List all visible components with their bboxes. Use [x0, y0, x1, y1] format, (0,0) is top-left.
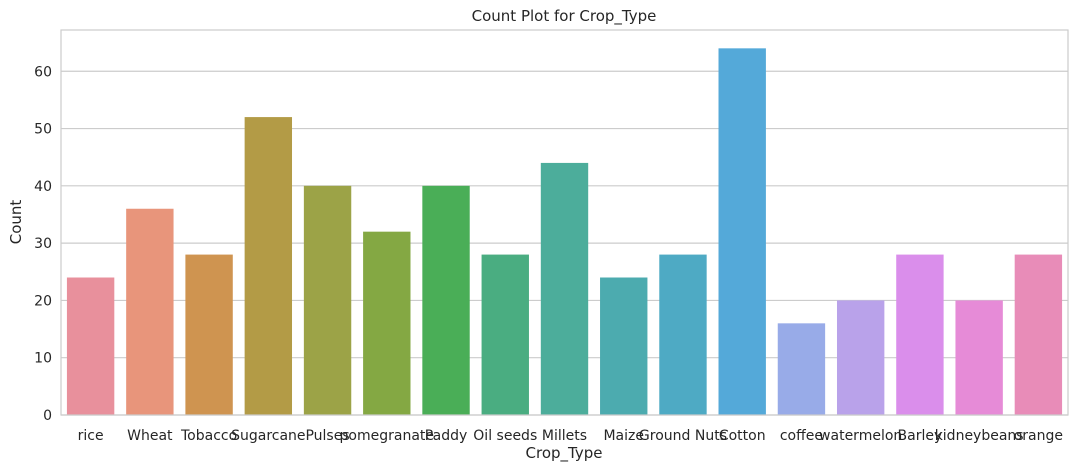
bar-watermelon [836, 300, 885, 415]
y-tick-label: 10 [34, 351, 52, 367]
bar-sugarcane [244, 117, 293, 415]
y-tick-labels: 0 10 20 30 40 50 60 [34, 64, 52, 424]
x-tick-label: coffee [780, 428, 823, 444]
bar-ground-nuts [659, 254, 707, 415]
bar-paddy [422, 185, 470, 415]
x-tick-label: Tobacco [180, 428, 237, 444]
x-tick-label: Pulses [305, 428, 349, 444]
bar-oil-seeds [481, 254, 529, 415]
x-tick-label: Ground Nuts [639, 428, 727, 444]
bar-cotton [718, 48, 766, 415]
x-tick-label: Maize [603, 428, 644, 444]
x-tick-label: watermelon [819, 428, 902, 444]
y-tick-label: 0 [43, 408, 52, 424]
x-axis-title: Crop_Type [526, 444, 603, 463]
x-tick-label: rice [78, 428, 104, 444]
bar-pulses [303, 185, 352, 415]
bar-tobacco [185, 254, 233, 415]
bar-maize [600, 277, 648, 415]
chart-title: Count Plot for Crop_Type [472, 7, 657, 26]
bar-coffee [777, 323, 826, 415]
x-tick-label: Sugarcane [231, 428, 305, 444]
bar-millets [540, 162, 589, 415]
y-tick-label: 50 [34, 122, 52, 138]
y-tick-label: 60 [34, 64, 52, 80]
x-tick-label: Cotton [719, 428, 766, 444]
bars [66, 48, 1063, 415]
y-tick-label: 30 [34, 236, 52, 252]
x-tick-label: orange [1014, 428, 1063, 444]
y-tick-label: 40 [34, 179, 52, 195]
bar-wheat [126, 208, 174, 415]
bar-barley [896, 254, 944, 415]
y-tick-label: 20 [34, 293, 52, 309]
y-axis-title: Count [7, 200, 25, 245]
x-tick-label: Millets [542, 428, 587, 444]
bar-pomegranate [363, 231, 411, 415]
x-tick-label: Barley [898, 428, 943, 444]
x-tick-label: Wheat [127, 428, 173, 444]
x-tick-label: Oil seeds [473, 428, 537, 444]
x-tick-label: Paddy [425, 428, 467, 444]
x-tick-label: kidneybeans [935, 428, 1024, 444]
bar-rice [66, 277, 115, 415]
plot-frame [60, 29, 1069, 416]
x-tick-label: pomegranate [340, 428, 434, 444]
bar-kidneybeans [955, 300, 1003, 415]
bar-orange [1014, 254, 1063, 415]
